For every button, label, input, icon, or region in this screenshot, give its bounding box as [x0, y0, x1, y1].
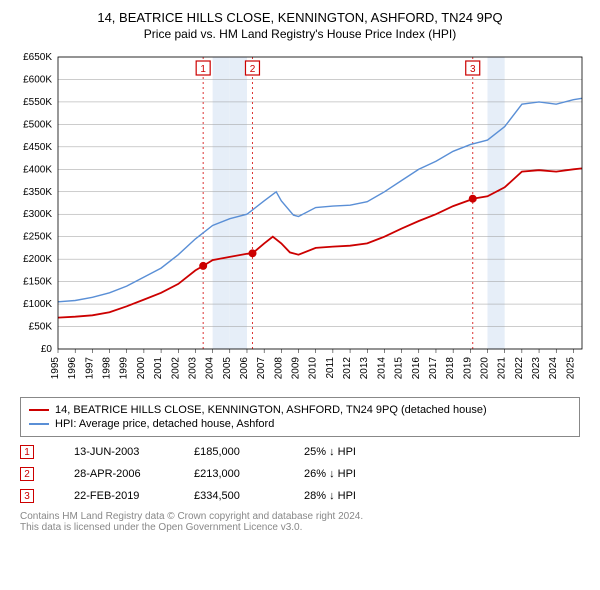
transaction-marker-icon: 2: [20, 467, 34, 481]
svg-text:2000: 2000: [136, 357, 147, 380]
svg-text:2002: 2002: [170, 357, 181, 380]
svg-text:£300K: £300K: [23, 209, 52, 220]
transaction-row: 1 13-JUN-2003 £185,000 25% ↓ HPI: [20, 445, 580, 459]
svg-text:2016: 2016: [411, 357, 422, 380]
svg-text:2: 2: [250, 64, 256, 75]
svg-text:2012: 2012: [342, 357, 353, 380]
svg-text:2014: 2014: [376, 357, 387, 380]
legend-item: HPI: Average price, detached house, Ashf…: [29, 418, 571, 430]
svg-text:2017: 2017: [428, 357, 439, 380]
svg-text:1995: 1995: [50, 357, 61, 380]
transaction-marker-icon: 3: [20, 489, 34, 503]
svg-text:£350K: £350K: [23, 187, 52, 198]
transaction-table: 1 13-JUN-2003 £185,000 25% ↓ HPI 2 28-AP…: [20, 445, 580, 503]
svg-text:2008: 2008: [273, 357, 284, 380]
transaction-price: £185,000: [194, 446, 274, 458]
svg-text:£100K: £100K: [23, 299, 52, 310]
license-line: This data is licensed under the Open Gov…: [20, 522, 580, 533]
svg-text:2006: 2006: [239, 357, 250, 380]
transaction-marker-icon: 1: [20, 445, 34, 459]
transaction-date: 13-JUN-2003: [74, 446, 164, 458]
chart-plot: £0 £50K £100K £150K £200K £250K £300K £350K £400…: [10, 49, 590, 389]
svg-text:£200K: £200K: [23, 254, 52, 265]
svg-text:£250K: £250K: [23, 232, 52, 243]
license-line: Contains HM Land Registry data © Crown c…: [20, 511, 580, 522]
svg-text:£650K: £650K: [23, 52, 52, 63]
svg-text:2003: 2003: [187, 357, 198, 380]
svg-text:2025: 2025: [565, 357, 576, 380]
transaction-price: £334,500: [194, 490, 274, 502]
svg-text:2007: 2007: [256, 357, 267, 380]
legend-label: 14, BEATRICE HILLS CLOSE, KENNINGTON, AS…: [55, 404, 487, 416]
svg-text:1997: 1997: [84, 357, 95, 380]
svg-text:1996: 1996: [67, 357, 78, 380]
svg-text:2019: 2019: [462, 357, 473, 380]
transaction-date: 22-FEB-2019: [74, 490, 164, 502]
legend-swatch: [29, 409, 49, 411]
chart-svg: £0 £50K £100K £150K £200K £250K £300K £350K £400…: [10, 49, 590, 389]
chart-title: 14, BEATRICE HILLS CLOSE, KENNINGTON, AS…: [10, 10, 590, 25]
legend: 14, BEATRICE HILLS CLOSE, KENNINGTON, AS…: [20, 397, 580, 437]
svg-text:£500K: £500K: [23, 119, 52, 130]
svg-text:2015: 2015: [394, 357, 405, 380]
svg-text:2010: 2010: [308, 357, 319, 380]
svg-text:1999: 1999: [119, 357, 130, 380]
svg-text:2001: 2001: [153, 357, 164, 380]
svg-text:2009: 2009: [291, 357, 302, 380]
chart-container: 14, BEATRICE HILLS CLOSE, KENNINGTON, AS…: [0, 0, 600, 541]
svg-text:2004: 2004: [205, 357, 216, 380]
svg-text:2018: 2018: [445, 357, 456, 380]
svg-text:2022: 2022: [514, 357, 525, 380]
transaction-price: £213,000: [194, 468, 274, 480]
svg-text:2013: 2013: [359, 357, 370, 380]
transaction-row: 3 22-FEB-2019 £334,500 28% ↓ HPI: [20, 489, 580, 503]
license-text: Contains HM Land Registry data © Crown c…: [20, 511, 580, 533]
transaction-row: 2 28-APR-2006 £213,000 26% ↓ HPI: [20, 467, 580, 481]
svg-text:£600K: £600K: [23, 74, 52, 85]
transaction-diff: 25% ↓ HPI: [304, 446, 356, 458]
svg-text:£150K: £150K: [23, 277, 52, 288]
svg-text:2011: 2011: [325, 357, 336, 379]
svg-text:£50K: £50K: [29, 322, 53, 333]
legend-swatch: [29, 423, 49, 425]
legend-label: HPI: Average price, detached house, Ashf…: [55, 418, 274, 430]
svg-text:1998: 1998: [102, 357, 113, 380]
transaction-diff: 28% ↓ HPI: [304, 490, 356, 502]
svg-text:£0: £0: [41, 344, 53, 355]
chart-subtitle: Price paid vs. HM Land Registry's House …: [10, 27, 590, 41]
svg-text:2024: 2024: [548, 357, 559, 380]
svg-text:2005: 2005: [222, 357, 233, 380]
transaction-diff: 26% ↓ HPI: [304, 468, 356, 480]
legend-item: 14, BEATRICE HILLS CLOSE, KENNINGTON, AS…: [29, 404, 571, 416]
svg-text:£550K: £550K: [23, 97, 52, 108]
svg-text:£450K: £450K: [23, 142, 52, 153]
transaction-date: 28-APR-2006: [74, 468, 164, 480]
svg-text:1: 1: [200, 64, 206, 75]
svg-text:2023: 2023: [531, 357, 542, 380]
svg-text:2020: 2020: [480, 357, 491, 380]
svg-text:2021: 2021: [497, 357, 508, 380]
svg-text:3: 3: [470, 64, 476, 75]
svg-text:£400K: £400K: [23, 164, 52, 175]
